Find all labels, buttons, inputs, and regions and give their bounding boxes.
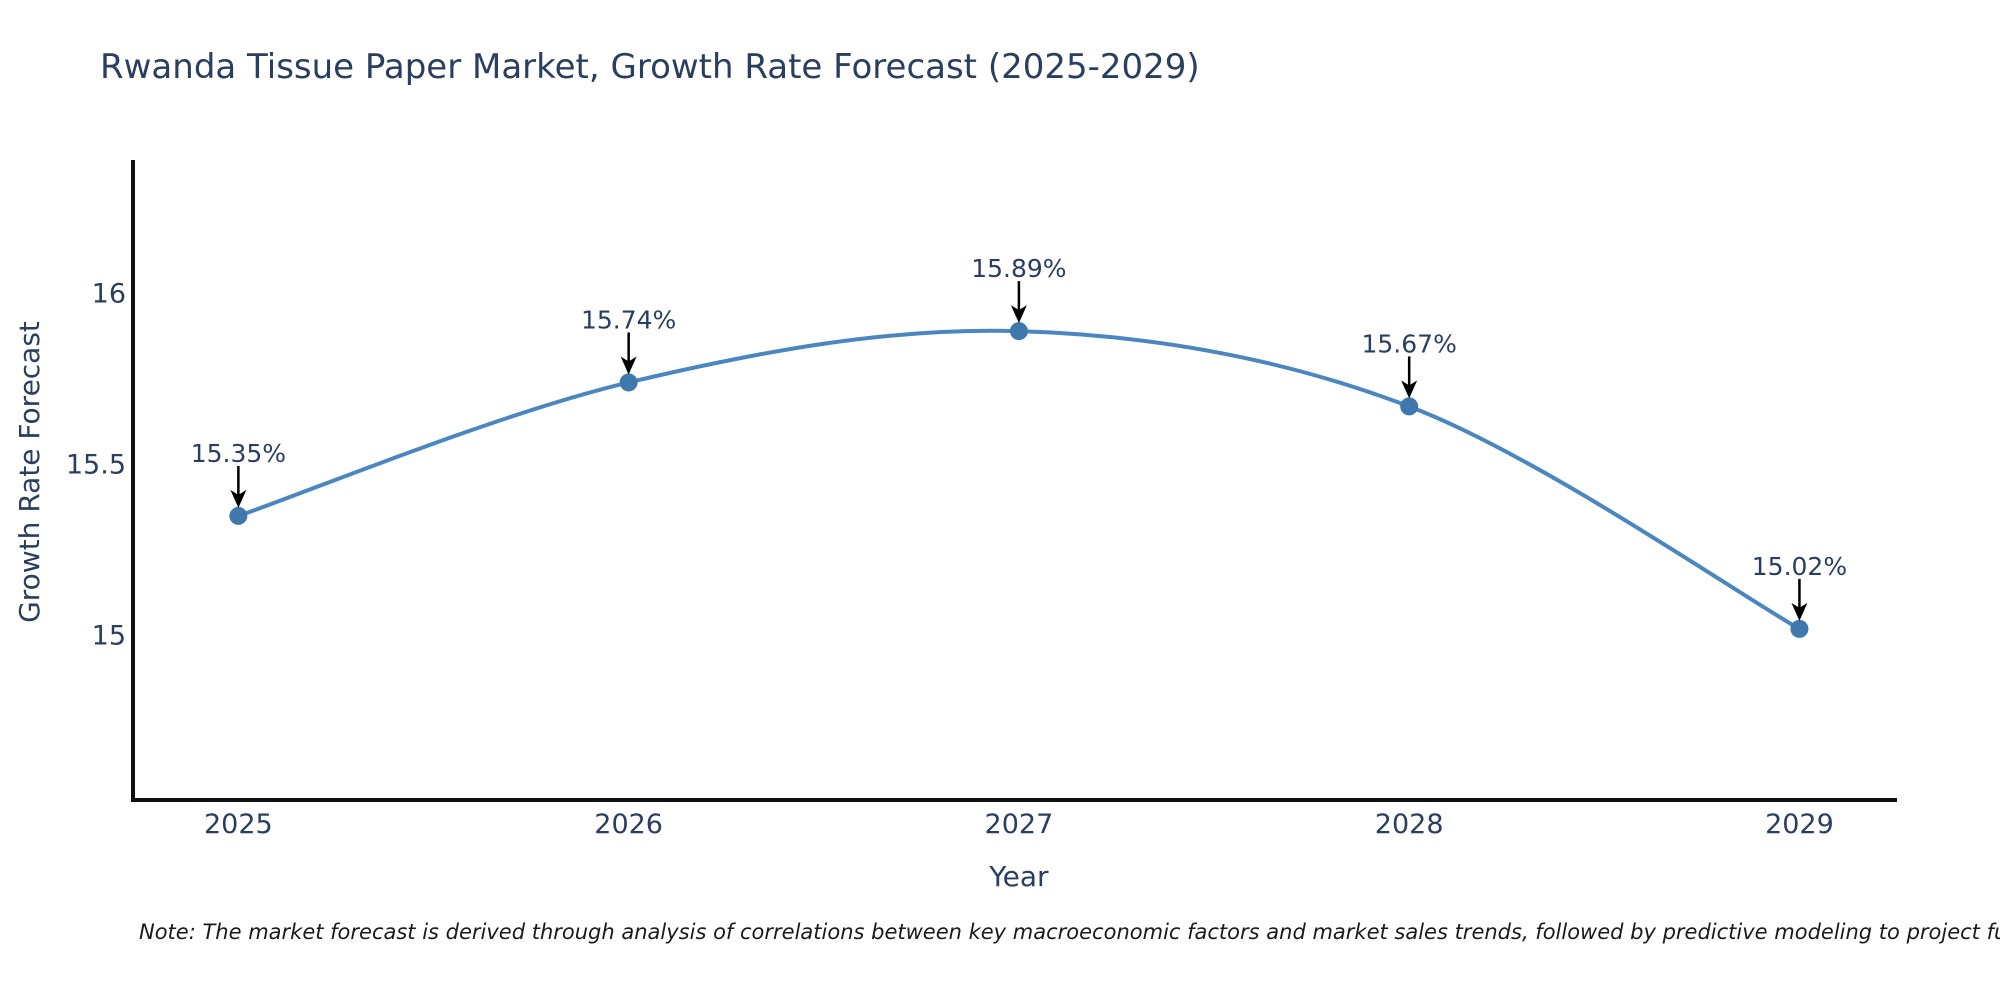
x-axis-title: Year [988,860,1049,893]
y-tick-label: 15.5 [66,450,126,481]
data-point[interactable] [619,373,638,392]
footnote: Note: The market forecast is derived thr… [139,920,2000,944]
y-tick-label: 16 [92,278,126,309]
data-point[interactable] [1009,322,1028,341]
annotation-label: 15.74% [581,305,676,334]
x-tick-label: 2029 [1765,809,1834,840]
series-line [236,328,1802,631]
x-tick-label: 2025 [204,809,273,840]
annotation-label: 15.67% [1362,329,1457,358]
y-axis-title: Growth Rate Forecast [13,321,46,623]
data-point[interactable] [1790,619,1809,638]
x-tick-label: 2026 [594,809,663,840]
annotation-arrowhead [230,489,247,508]
annotation-label: 15.35% [191,439,286,468]
x-tick-label: 2027 [985,809,1054,840]
data-point[interactable] [1400,397,1419,416]
annotation-arrowhead [620,356,637,375]
annotation-label: 15.89% [971,254,1066,283]
annotation-arrowhead [1010,305,1027,324]
x-tick-label: 2028 [1375,809,1444,840]
y-tick-label: 15 [92,621,126,652]
annotation-label: 15.02% [1752,552,1847,581]
chart-title: Rwanda Tissue Paper Market, Growth Rate … [100,47,1200,87]
annotation-arrowhead [1401,380,1418,399]
annotation-arrowhead [1791,602,1808,621]
data-point[interactable] [229,506,248,525]
